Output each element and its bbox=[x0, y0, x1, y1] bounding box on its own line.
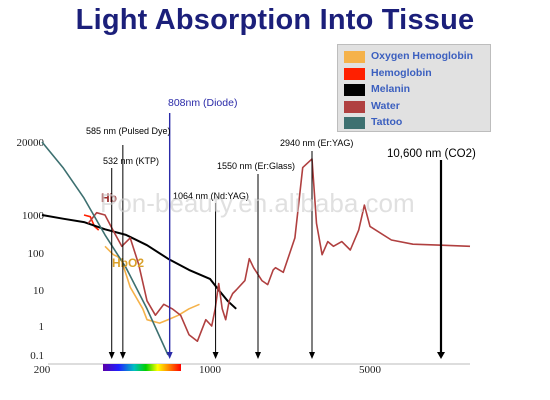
marker-arrow bbox=[212, 352, 219, 359]
x-tick-label: 200 bbox=[34, 364, 51, 376]
x-tick-label: 5000 bbox=[359, 364, 382, 376]
legend: Oxygen Hemoglobin Hemoglobin Melanin Water T… bbox=[337, 44, 491, 132]
marker-label: 1064 nm (Nd:YAG) bbox=[173, 191, 249, 201]
marker-label: 10,600 nm (CO2) bbox=[387, 148, 476, 160]
legend-swatch bbox=[344, 67, 365, 80]
marker-label: 1550 nm (Er:Glass) bbox=[217, 161, 295, 171]
y-tick-label: 1000 bbox=[22, 210, 45, 222]
y-tick-label: 0.1 bbox=[30, 350, 44, 362]
series-line bbox=[41, 141, 169, 356]
marker-arrow bbox=[309, 352, 315, 359]
x-tick-label: 1000 bbox=[199, 364, 222, 376]
curve-label: HbO2 bbox=[112, 256, 144, 270]
marker-label: 585 nm (Pulsed Dye) bbox=[86, 126, 171, 136]
curve-label: Hb bbox=[101, 191, 117, 205]
legend-item: Melanin bbox=[344, 82, 489, 98]
series-line bbox=[87, 158, 471, 342]
legend-label: Tattoo bbox=[371, 116, 403, 128]
y-tick-label: 1 bbox=[39, 321, 45, 333]
page-title: Light Absorption Into Tissue bbox=[75, 4, 475, 36]
legend-swatch bbox=[344, 100, 365, 113]
y-tick-label: 100 bbox=[28, 248, 45, 260]
legend-swatch bbox=[344, 117, 365, 129]
legend-swatch bbox=[344, 51, 365, 63]
series-line bbox=[83, 214, 100, 231]
legend-swatch bbox=[344, 84, 365, 96]
visible-spectrum-bar bbox=[103, 364, 181, 371]
marker-arrow bbox=[108, 352, 115, 359]
y-tick-label: 20000 bbox=[17, 137, 45, 149]
legend-item: Tattoo bbox=[344, 115, 489, 131]
legend-item: Water bbox=[344, 99, 489, 115]
legend-label: Oxygen Hemoglobin bbox=[371, 50, 474, 62]
watermark-text: Pon-beauty.en.alibaba.com bbox=[100, 188, 415, 218]
marker-arrow bbox=[437, 352, 445, 359]
marker-arrow bbox=[119, 352, 126, 359]
y-tick-label: 10 bbox=[33, 285, 45, 297]
marker-arrow bbox=[166, 352, 173, 359]
legend-label: Hemoglobin bbox=[371, 66, 432, 79]
legend-label: Melanin bbox=[371, 83, 411, 95]
marker-label: 808nm (Diode) bbox=[168, 97, 237, 109]
legend-item: Oxygen Hemoglobin bbox=[344, 49, 489, 65]
legend-item: Hemoglobin bbox=[344, 66, 489, 82]
legend-label: Water bbox=[371, 99, 400, 112]
marker-label: 2940 nm (Er:YAG) bbox=[280, 138, 353, 148]
marker-arrow bbox=[255, 352, 261, 359]
marker-label: 532 nm (KTP) bbox=[103, 156, 159, 166]
